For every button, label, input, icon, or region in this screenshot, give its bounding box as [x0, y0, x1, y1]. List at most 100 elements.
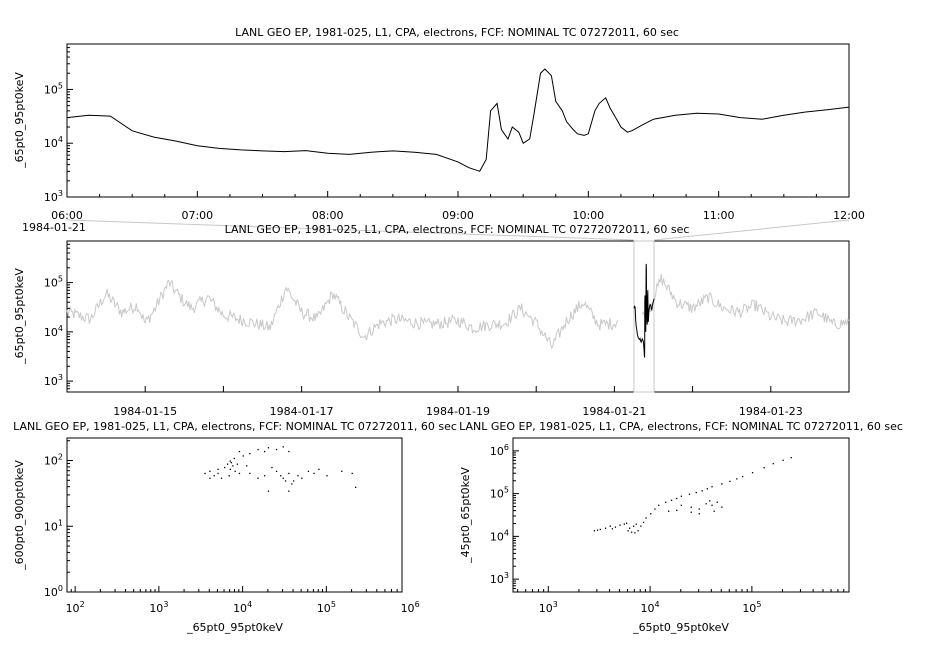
scatter-point [230, 462, 232, 464]
top-plot-frame [66, 43, 850, 198]
scatter-point [609, 525, 611, 527]
scatter-point [709, 500, 711, 502]
scatter-point [209, 477, 211, 479]
scatter-point [267, 490, 270, 492]
middle-y-axis: 103 104 105 [44, 240, 73, 393]
bottom-left-y-axis-label: _600pt0_900pt0keV [13, 460, 26, 571]
bottom-right-y-axis: 103 104 105 106 [490, 437, 519, 593]
bottom-left-plot-frame [66, 437, 403, 593]
x-tick-label: 105 [317, 600, 336, 615]
scatter-point [688, 493, 691, 495]
scatter-point [627, 530, 629, 532]
scatter-point [654, 508, 656, 510]
bottom-right-y-axis-label: _45pt0_65pt0keV [459, 467, 472, 564]
x-tick-label: 10:00 [572, 209, 604, 222]
x-tick-label: 106 [401, 600, 420, 615]
scatter-point [599, 528, 601, 531]
scatter-point [736, 478, 738, 480]
scatter-point [711, 504, 713, 506]
scatter-point [790, 457, 792, 459]
scatter-point [271, 466, 273, 469]
bottom-right-chart: LANL GEO EP, 1981-025, L1, CPA, electron… [459, 420, 903, 634]
scatter-point [721, 483, 723, 485]
scatter-point [676, 497, 678, 500]
scatter-point [229, 468, 231, 470]
scatter-point [282, 477, 284, 479]
x-tick-label: 1984-01-15 [113, 405, 177, 418]
y-tick-label: 104 [44, 324, 63, 339]
scatter-point [640, 525, 642, 527]
x-tick-label: 104 [233, 600, 252, 615]
y-tick-label: 105 [44, 81, 63, 96]
scatter-point [668, 510, 670, 512]
bottom-left-chart-title: LANL GEO EP, 1981-025, L1, CPA, electron… [13, 420, 457, 433]
scatter-point [313, 472, 315, 475]
scatter-point [257, 448, 259, 451]
bottom-left-chart: LANL GEO EP, 1981-025, L1, CPA, electron… [13, 420, 457, 634]
bottom-right-chart-title: LANL GEO EP, 1981-025, L1, CPA, electron… [459, 420, 903, 433]
scatter-point [226, 463, 229, 465]
scatter-point [297, 475, 299, 477]
y-tick-label: 103 [44, 189, 63, 204]
bottom-left-points [204, 446, 357, 492]
bottom-right-plot-frame [512, 437, 850, 593]
scatter-point [637, 530, 639, 532]
x-tick-label: 1984-01-23 [739, 405, 803, 418]
middle-y-axis-label: _65pt0_95pt0keV [13, 268, 26, 365]
x-tick-label: 1984-01-17 [270, 405, 334, 418]
scatter-point [782, 459, 784, 461]
scatter-point [629, 527, 631, 529]
scatter-point [220, 477, 223, 479]
scatter-point [224, 466, 226, 469]
bottom-right-points [593, 457, 792, 534]
scatter-point [341, 470, 343, 472]
scatter-point [642, 521, 645, 523]
top-series-line [66, 68, 850, 172]
scatter-point [291, 483, 293, 485]
scatter-point [670, 499, 673, 501]
x-tick-label: 12:00 [833, 209, 865, 222]
x-tick-label: 104 [641, 600, 660, 615]
scatter-point [705, 503, 707, 505]
x-tick-label: 103 [539, 600, 558, 615]
bottom-right-x-axis-label: _65pt0_95pt0keV [632, 621, 729, 634]
scatter-point [729, 480, 731, 483]
y-tick-label: 106 [490, 443, 509, 458]
bottom-left-x-axis-label: _65pt0_95pt0keV [186, 621, 283, 634]
scatter-point [650, 513, 652, 515]
scatter-point [275, 448, 278, 451]
zoom-connector-left [66, 219, 635, 241]
scatter-point [228, 475, 230, 477]
scatter-point [593, 530, 596, 532]
highlight-window [633, 240, 655, 393]
scatter-point [706, 488, 708, 490]
scatter-point [307, 470, 310, 472]
scatter-point [713, 510, 715, 512]
top-chart: LANL GEO EP, 1981-025, L1, CPA, electron… [13, 26, 865, 234]
scatter-point [288, 450, 290, 453]
scatter-point [284, 480, 287, 482]
scatter-point [690, 506, 692, 508]
scatter-point [238, 450, 241, 453]
y-tick-label: 104 [44, 135, 63, 150]
middle-chart-title: LANL GEO EP, 1981-025, L1, CPA, electron… [225, 223, 690, 236]
scatter-point [611, 528, 613, 530]
scatter-point [596, 529, 599, 531]
scatter-point [217, 468, 219, 470]
x-tick-label: 11:00 [703, 209, 735, 222]
scatter-point [695, 491, 697, 494]
x-tick-label: 105 [742, 600, 761, 615]
scatter-point [293, 480, 295, 482]
x-tick-label: 06:00 [51, 209, 83, 222]
scatter-point [633, 525, 635, 527]
scatter-point [234, 470, 236, 472]
scatter-point [242, 455, 244, 457]
scatter-point [658, 504, 660, 506]
x-tick-label: 08:00 [312, 209, 344, 222]
scatter-point [267, 447, 270, 449]
scatter-point [217, 472, 219, 475]
x-tick-label: 1984-01-21 [582, 405, 646, 418]
scatter-point [623, 523, 625, 525]
top-x-axis: 06:00 07:00 08:00 09:00 10:00 11:00 12:00 [51, 191, 865, 222]
scatter-point [680, 504, 682, 506]
